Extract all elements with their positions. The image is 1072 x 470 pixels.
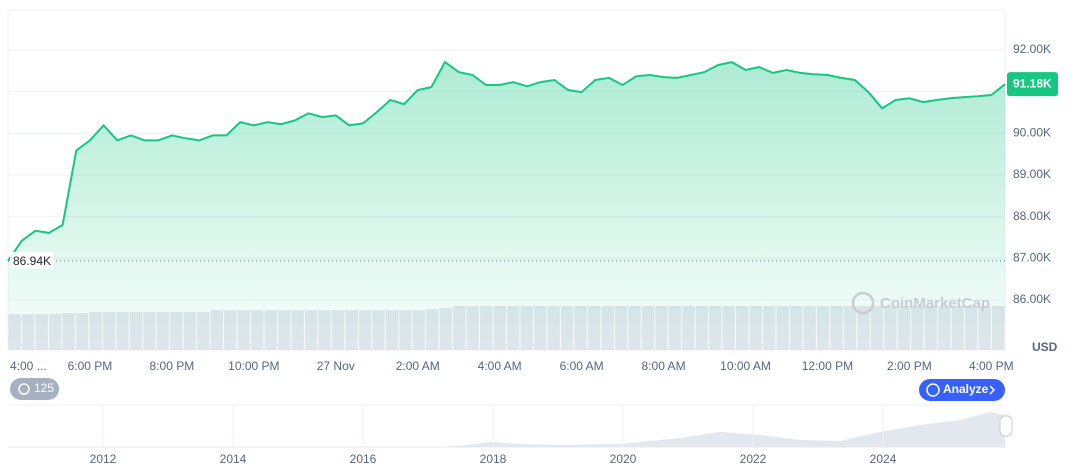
navigator-year: 2016 (350, 452, 377, 466)
navigator-year: 2014 (220, 452, 247, 466)
analyze-chevron (989, 385, 996, 395)
analyze-icon (926, 383, 940, 397)
analyze-bg (919, 379, 1005, 401)
x-tick-label: 10:00 PM (228, 359, 279, 373)
x-tick-label: 8:00 PM (150, 359, 195, 373)
x-tick-label: 4:00 AM (478, 359, 522, 373)
navigator-handle[interactable] (999, 415, 1013, 437)
navigator-year: 2012 (90, 452, 117, 466)
x-tick-label: 6:00 AM (560, 359, 604, 373)
current-value-label: 91.18K (1013, 76, 1052, 90)
y-tick-label: 90.00K (1013, 126, 1051, 140)
y-tick-label: 87.00K (1013, 251, 1051, 265)
zoom-pill[interactable]: 125 (10, 378, 59, 400)
x-tick-label: 2:00 PM (887, 359, 932, 373)
navigator-area (8, 412, 1005, 447)
reference-label-bg (10, 251, 54, 269)
x-tick-label: 6:00 PM (68, 359, 113, 373)
navigator-year: 2024 (870, 452, 897, 466)
navigator-year: 2022 (740, 452, 767, 466)
y-tick-label: 92.00K (1013, 42, 1051, 56)
y-axis-unit: USD (1032, 340, 1058, 354)
x-tick-label: 8:00 AM (642, 359, 686, 373)
watermark: CoinMarketCap (851, 291, 990, 315)
area-fill (8, 62, 1005, 350)
watermark-text: CoinMarketCap (880, 295, 990, 312)
y-tick-label: 86.00K (1013, 292, 1051, 306)
navigator[interactable]: 2012 2014 2016 2018 2020 2022 2024 (8, 404, 1013, 466)
x-tick-label: 4:00 PM (969, 359, 1014, 373)
zoom-count: 125 (34, 381, 54, 395)
zoom-icon (18, 383, 30, 395)
price-line (7, 60, 1006, 262)
x-tick-label: 10:00 AM (720, 359, 771, 373)
y-tick-label: 89.00K (1013, 167, 1051, 181)
analyze-button[interactable]: Analyze (919, 379, 1005, 401)
x-tick-label: 12:00 PM (802, 359, 853, 373)
x-tick-label: 2:00 AM (396, 359, 440, 373)
reference-label: 86.94K (13, 254, 51, 268)
x-tick-label: 4:00 ... (10, 359, 47, 373)
y-tick-label: 88.00K (1013, 209, 1051, 223)
navigator-year: 2018 (480, 452, 507, 466)
current-value-badge (1007, 72, 1058, 97)
watermark-logo (851, 291, 875, 315)
zoom-pill-bg (10, 378, 59, 400)
analyze-label: Analyze (943, 382, 989, 396)
x-tick-label: 27 Nov (317, 359, 355, 373)
navigator-year: 2020 (610, 452, 637, 466)
